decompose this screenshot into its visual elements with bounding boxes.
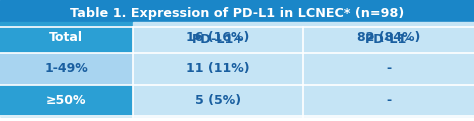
Bar xyxy=(133,22,303,53)
Bar xyxy=(0,22,133,53)
Bar xyxy=(0,53,133,85)
Text: -: - xyxy=(386,62,391,76)
Bar xyxy=(0,0,474,27)
Text: ≥50%: ≥50% xyxy=(46,94,87,107)
Text: 11 (11%): 11 (11%) xyxy=(186,62,250,76)
Bar xyxy=(303,22,474,53)
Bar xyxy=(303,27,474,53)
Text: 16 (16%): 16 (16%) xyxy=(186,31,250,44)
Bar xyxy=(303,85,474,116)
Text: Total: Total xyxy=(49,31,83,44)
Text: 5 (5%): 5 (5%) xyxy=(195,94,241,107)
Text: 1-49%: 1-49% xyxy=(45,62,88,76)
Bar xyxy=(0,85,133,116)
Text: 82 (84%): 82 (84%) xyxy=(357,31,420,44)
Text: Table 1. Expression of PD-L1 in LCNEC* (n=98): Table 1. Expression of PD-L1 in LCNEC* (… xyxy=(70,7,404,20)
Text: -: - xyxy=(386,94,391,107)
Bar xyxy=(133,27,303,53)
Text: PD-L1+: PD-L1+ xyxy=(191,33,245,46)
Bar xyxy=(133,85,303,116)
Bar xyxy=(303,53,474,85)
Text: PD-L1-: PD-L1- xyxy=(365,33,412,46)
Bar xyxy=(0,27,133,53)
Bar xyxy=(133,53,303,85)
